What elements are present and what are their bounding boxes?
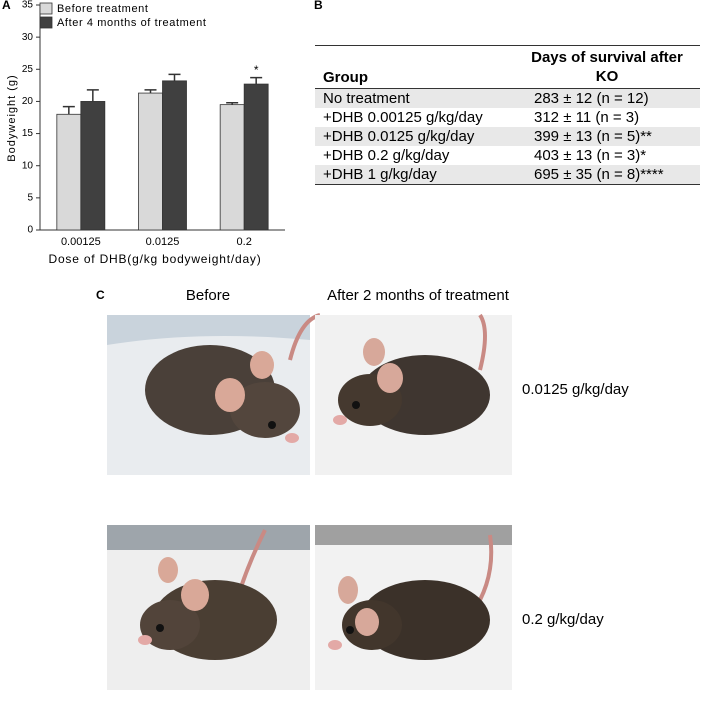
error-bar xyxy=(144,89,157,94)
error-bar xyxy=(62,105,75,115)
y-tick-label: 5 xyxy=(27,192,33,203)
table-cell: 283 ± 12 (n = 12) xyxy=(514,88,700,108)
table-cell: No treatment xyxy=(315,88,514,108)
photo xyxy=(107,525,310,690)
legend-swatch xyxy=(39,2,53,15)
error-bar xyxy=(250,76,263,85)
photo xyxy=(107,313,321,475)
table-cell: 403 ± 13 (n = 3)* xyxy=(534,147,647,164)
annotation: * xyxy=(254,63,259,77)
header-cell: Days of survival after KO xyxy=(514,45,700,89)
y-tick-label: 20 xyxy=(22,96,34,107)
y-axis-label: Bodyweight (g) xyxy=(6,74,18,161)
y-tick-label: 0 xyxy=(27,225,33,236)
panel-label: A xyxy=(2,0,11,12)
table-row: +DHB 0.2 g/kg/day 403 ± 13 (n = 3)* xyxy=(315,146,700,165)
dose-label: 0.0125 g/kg/day xyxy=(522,381,629,398)
table-row: No treatment 283 ± 12 (n = 12) xyxy=(315,88,700,108)
x-tick-label: 0.2 xyxy=(237,236,252,248)
table-row: +DHB 0.0125 g/kg/day 399 ± 13 (n = 5)** xyxy=(315,127,700,146)
bar xyxy=(219,104,245,231)
panel-label: B xyxy=(314,0,323,12)
y-tick-label: 25 xyxy=(22,64,34,75)
y-tick-label: 30 xyxy=(22,32,34,43)
bar xyxy=(138,92,163,231)
y-tick-label: 10 xyxy=(22,160,34,171)
x-axis-label: Dose of DHB(g/kg bodyweight/day) xyxy=(48,252,261,266)
error-bar xyxy=(168,73,181,81)
x-tick-label: 0.0125 xyxy=(146,236,180,248)
error-bar xyxy=(86,89,99,102)
dose-label: 0.2 g/kg/day xyxy=(522,611,604,628)
table-cell: 399 ± 13 (n = 5)** xyxy=(514,127,700,146)
x-tick-label: 0.00125 xyxy=(61,236,101,248)
legend-label: Before treatment xyxy=(57,3,149,15)
bar xyxy=(243,83,269,231)
bar xyxy=(162,80,187,231)
y-tick-label: 15 xyxy=(22,128,34,139)
table-cell: +DHB 0.0125 g/kg/day xyxy=(315,127,514,146)
table-cell: +DHB 0.2 g/kg/day xyxy=(323,147,450,164)
bar xyxy=(80,101,106,231)
photo-header: After 2 months of treatment xyxy=(327,287,510,304)
survival-table: Group Days of survival after KO No treatm… xyxy=(315,45,700,185)
table-row: +DHB 0.00125 g/kg/day 312 ± 11 (n = 3) xyxy=(315,108,700,127)
photo-header: Before xyxy=(186,287,230,304)
table-cell: 695 ± 35 (n = 8)**** xyxy=(514,165,700,185)
table-cell: +DHB 0.00125 g/kg/day xyxy=(323,109,483,126)
table-body: No treatment 283 ± 12 (n = 12) +DHB 0.0012… xyxy=(315,88,700,185)
table-header: Group Days of survival after KO xyxy=(315,45,700,89)
error-bar xyxy=(226,101,239,105)
y-tick-label: 35 xyxy=(22,0,34,11)
header-cell: Group xyxy=(315,45,514,89)
photo xyxy=(315,313,512,475)
legend-swatch xyxy=(39,16,53,29)
photo xyxy=(315,525,512,690)
table-cell: +DHB 1 g/kg/day xyxy=(315,165,514,185)
table-cell: 312 ± 11 (n = 3) xyxy=(534,109,640,126)
legend-label: After 4 months of treatment xyxy=(57,17,206,29)
table-row: +DHB 1 g/kg/day 695 ± 35 (n = 8)**** xyxy=(315,165,700,185)
bar xyxy=(56,113,82,231)
panel-label: C xyxy=(96,288,105,302)
